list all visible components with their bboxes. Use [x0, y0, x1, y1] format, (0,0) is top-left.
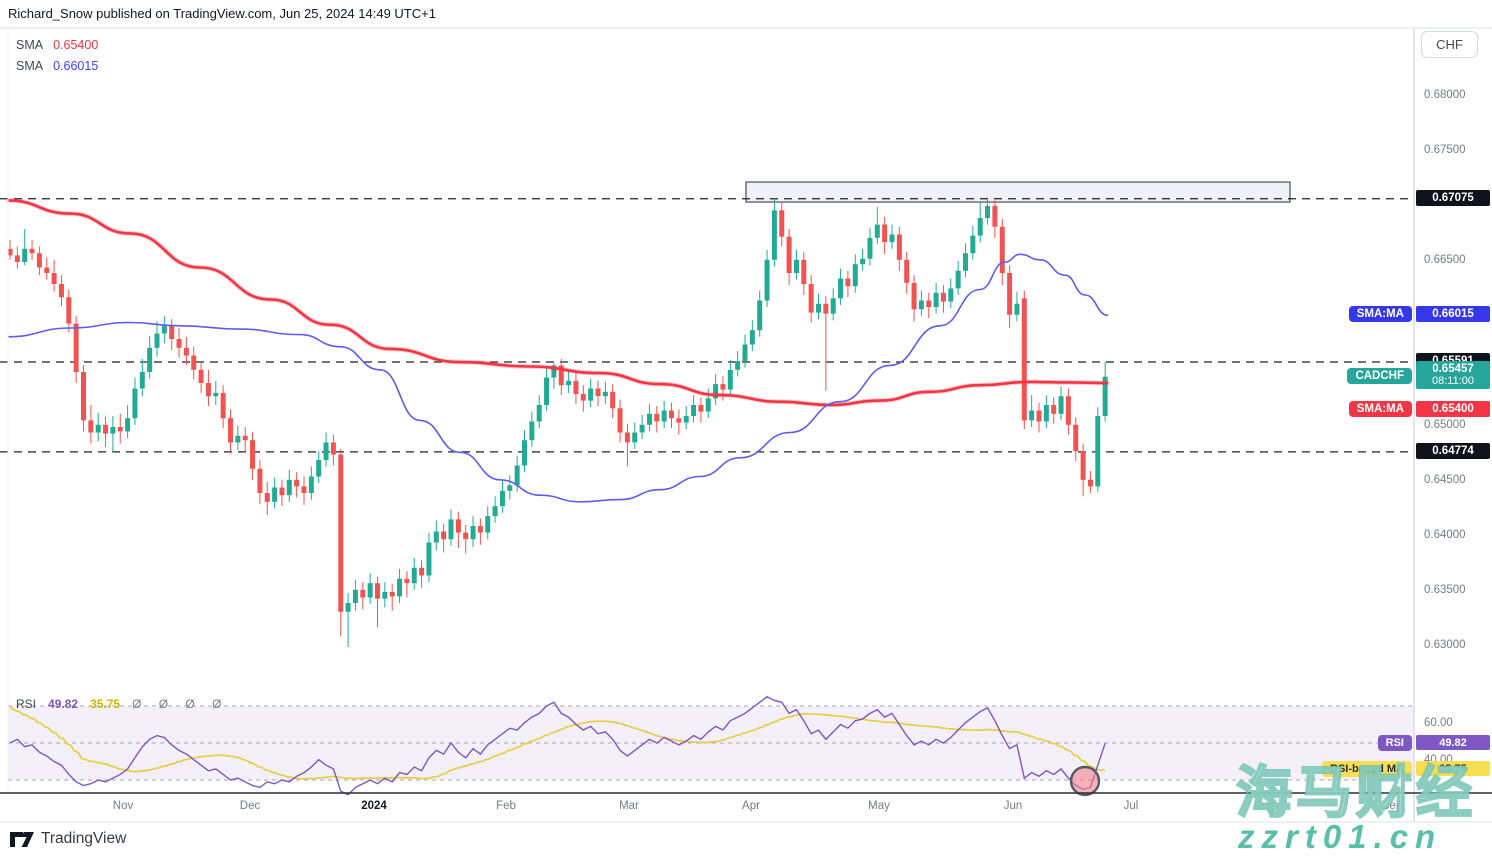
rsi-highlight-circle — [1069, 765, 1101, 797]
rsi-indicator-header[interactable]: RSI 49.82 35.75 Ø Ø Ø Ø — [16, 697, 228, 711]
sma-red-value: 0.65400 — [53, 37, 99, 52]
sma-legend-row-2[interactable]: SMA 0.66015 — [16, 55, 98, 76]
candlestick-series — [7, 198, 1108, 647]
rsi-name-label: RSI — [16, 697, 37, 711]
rsi-line — [9, 695, 1106, 796]
sma-blue-line — [7, 253, 1109, 503]
indicator-legend: SMA 0.65400 SMA 0.66015 — [16, 34, 98, 76]
rsi-hidden-params: Ø Ø Ø Ø — [132, 697, 229, 711]
chart-canvas[interactable] — [0, 0, 1492, 830]
sma-label: SMA — [16, 37, 44, 52]
sma-label: SMA — [16, 58, 44, 73]
sma-blue-value: 0.66015 — [53, 58, 99, 73]
rsi-ma-line — [9, 707, 1106, 780]
watermark-url: zzrt01.cn — [1238, 818, 1443, 855]
watermark-cjk: 海马财经 — [1235, 760, 1476, 825]
rsi-current-value: 49.82 — [48, 697, 79, 711]
published-attribution: Richard_Snow published on TradingView.co… — [8, 6, 436, 21]
rsi-ma-current-value: 35.75 — [90, 697, 121, 711]
sma-red-line — [7, 199, 1109, 407]
tradingview-logo-text: TradingView — [41, 830, 127, 847]
tradingview-logo[interactable]: TradingView — [10, 830, 126, 848]
sma-legend-row-1[interactable]: SMA 0.65400 — [16, 34, 98, 55]
tradingview-logo-icon — [10, 831, 34, 847]
resistance-zone-box — [745, 181, 1291, 203]
currency-chf-button[interactable]: CHF — [1421, 31, 1478, 58]
